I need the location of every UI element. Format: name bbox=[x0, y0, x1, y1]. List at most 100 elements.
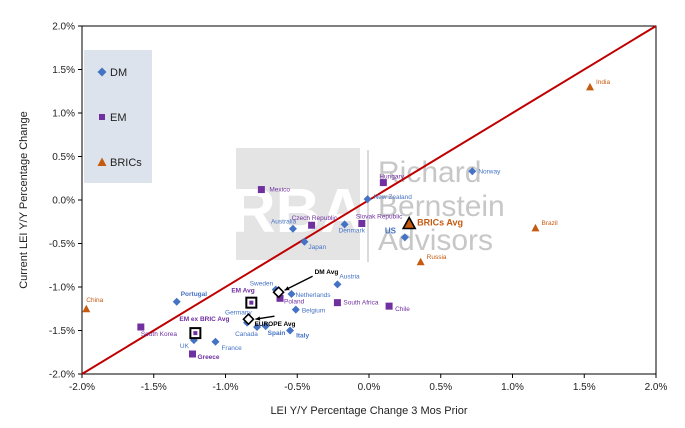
point-south-africa bbox=[333, 299, 341, 307]
legend-dm-icon bbox=[97, 67, 107, 77]
watermark: RBA Richard Bernstein Advisors bbox=[231, 148, 505, 262]
x-tick-label: -2.0% bbox=[69, 382, 95, 393]
y-tick-label: -1.0% bbox=[49, 283, 75, 294]
point-spain bbox=[261, 322, 270, 331]
point-china bbox=[82, 304, 91, 313]
label-brazil: Brazil bbox=[541, 220, 558, 227]
label-new-zealand: New Zealand bbox=[374, 194, 413, 201]
label-china: China bbox=[86, 297, 103, 304]
label-russia: Russia bbox=[427, 254, 447, 261]
x-tick-label: 1.0% bbox=[501, 382, 524, 393]
label-italy: Italy bbox=[296, 333, 309, 340]
dm-avg-arrow bbox=[284, 275, 313, 291]
label-chile: Chile bbox=[395, 306, 410, 313]
avg-brics-avg bbox=[401, 215, 417, 230]
y-tick-label: 2.0% bbox=[52, 22, 75, 33]
label-czech-republic: Czech Republic bbox=[292, 215, 338, 222]
x-tick-label: 0.0% bbox=[358, 382, 381, 393]
label-belgium: Belgium bbox=[302, 308, 325, 315]
label-spain: Spain bbox=[268, 330, 286, 337]
label-portugal: Portugal bbox=[181, 291, 208, 298]
avg-em-avg-core bbox=[249, 300, 254, 305]
point-france bbox=[211, 337, 220, 346]
label-netherlands: Netherlands bbox=[296, 292, 332, 299]
point-slovak-republic bbox=[358, 219, 366, 227]
legend-markers bbox=[97, 67, 107, 166]
label-japan: Japan bbox=[308, 244, 326, 251]
point-us bbox=[400, 233, 409, 242]
point-austria bbox=[333, 280, 342, 289]
point-netherlands bbox=[287, 289, 296, 298]
y-tick-label: -0.5% bbox=[49, 239, 75, 250]
label-south-africa: South Africa bbox=[343, 300, 378, 307]
y-tick-label: 0.0% bbox=[52, 196, 75, 207]
watermark-logo: RBA bbox=[231, 177, 365, 246]
avg-dm-avg bbox=[272, 286, 285, 299]
point-new-zealand bbox=[363, 195, 372, 204]
label-europe-avg: EUROPE Avg bbox=[254, 321, 295, 328]
x-tick-label: -1.5% bbox=[141, 382, 167, 393]
point-denmark bbox=[340, 220, 349, 229]
label-denmark: Denmark bbox=[339, 227, 366, 234]
point-mexico bbox=[257, 186, 265, 194]
label-greece: Greece bbox=[197, 354, 219, 361]
point-brazil bbox=[531, 223, 540, 232]
legend: DM EM BRICs bbox=[84, 50, 152, 183]
x-tick-label: 0.5% bbox=[429, 382, 452, 393]
label-us: US bbox=[385, 226, 397, 235]
x-tick-label: -1.0% bbox=[212, 382, 238, 393]
point-australia bbox=[288, 224, 297, 233]
axis-ticks bbox=[78, 25, 657, 378]
point-czech-republic bbox=[308, 221, 316, 229]
x-tick-label: -0.5% bbox=[284, 382, 310, 393]
y-tick-label: -2.0% bbox=[49, 370, 75, 381]
label-em-avg: EM Avg bbox=[231, 288, 254, 295]
label-france: France bbox=[221, 345, 242, 352]
y-tick-label: -1.5% bbox=[49, 326, 75, 337]
point-greece bbox=[188, 350, 196, 358]
legend-label-brics: BRICs bbox=[110, 157, 142, 169]
watermark-line2: Bernstein bbox=[378, 190, 505, 223]
watermark-logo-box bbox=[236, 148, 360, 260]
label-mexico: Mexico bbox=[269, 187, 290, 194]
label-uk: UK bbox=[180, 343, 190, 350]
point-belgium bbox=[291, 305, 300, 314]
label-sweden: Sweden bbox=[250, 281, 274, 288]
watermark-line3: Advisors bbox=[378, 224, 493, 257]
europe-avg-arrow-head bbox=[255, 316, 261, 321]
point-poland bbox=[276, 294, 284, 302]
avg-europe-avg bbox=[242, 313, 255, 326]
point-chile bbox=[385, 302, 393, 310]
x-axis-title: LEI Y/Y Percentage Change 3 Mos Prior bbox=[270, 405, 467, 417]
x-tick-label: 1.5% bbox=[573, 382, 596, 393]
x-tick-label: 2.0% bbox=[645, 382, 668, 393]
y-tick-label: 1.0% bbox=[52, 109, 75, 120]
axis-tick-labels: -2.0% -1.5% -1.0% -0.5% 0.0% 0.5% 1.0% 1.5% 2.0%… bbox=[49, 22, 668, 394]
data-points bbox=[82, 82, 594, 358]
label-south-korea: South Korea bbox=[141, 331, 178, 338]
label-slovak-republic: Slovak Republic bbox=[356, 213, 403, 220]
point-russia bbox=[416, 257, 425, 266]
y-axis-title: Current LEI Y/Y Percentage Change bbox=[18, 111, 30, 289]
point-portugal bbox=[172, 297, 181, 306]
legend-label-em: EM bbox=[110, 112, 127, 124]
point-canada bbox=[253, 323, 262, 332]
label-poland: Poland bbox=[284, 298, 305, 305]
point-norway bbox=[468, 167, 477, 176]
average-markers: DM Avg EM Avg EUROPE Avg EM ex BRIC Avg BRIC… bbox=[179, 215, 463, 340]
legend-label-dm: DM bbox=[110, 67, 127, 79]
y-tick-label: 0.5% bbox=[52, 152, 75, 163]
label-austria: Austria bbox=[339, 273, 360, 280]
legend-em-icon bbox=[99, 114, 105, 120]
point-hungary bbox=[379, 179, 387, 187]
avg-em-ex-bric-avg-core bbox=[193, 331, 198, 336]
point-japan bbox=[300, 237, 309, 246]
legend-box bbox=[84, 50, 152, 183]
label-hungary: Hungary bbox=[379, 174, 404, 181]
label-em-ex-bric-avg: EM ex BRIC Avg bbox=[179, 316, 229, 323]
point-south-korea bbox=[137, 323, 145, 331]
data-labels: Norway New Zealand Australia Denmark Japan US… bbox=[86, 79, 610, 361]
label-norway: Norway bbox=[478, 168, 501, 175]
label-canada: Canada bbox=[235, 331, 258, 338]
